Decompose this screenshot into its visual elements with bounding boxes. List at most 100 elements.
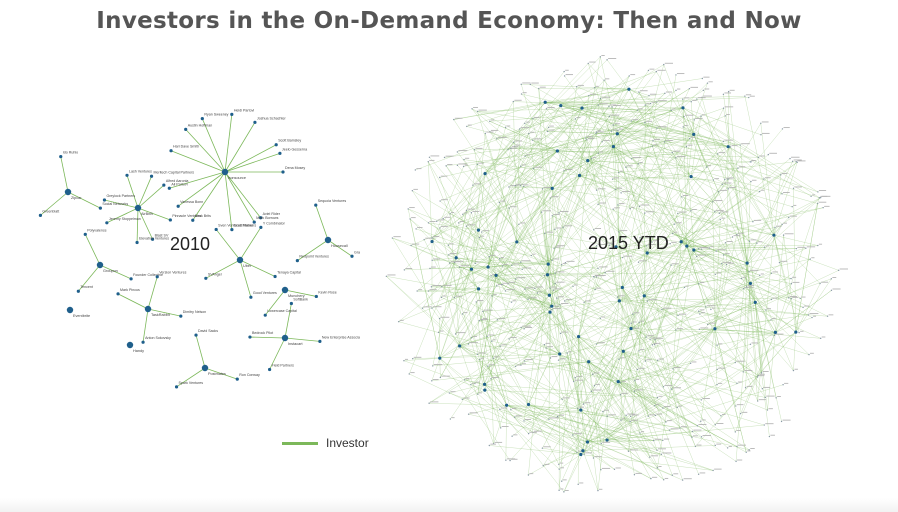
network-edge (523, 186, 617, 248)
network-edge (686, 211, 716, 247)
investor-node (618, 171, 620, 174)
investor-node (431, 380, 433, 382)
investor-node (558, 468, 560, 470)
network-edge (617, 204, 774, 236)
investor-label-mark (658, 395, 663, 397)
investor-node (712, 179, 715, 181)
investor-label-mark (451, 212, 455, 213)
network-edge (548, 263, 651, 340)
investor-label-mark (753, 219, 762, 221)
investor-label-mark (459, 221, 465, 223)
network-edge (615, 246, 804, 308)
network-edge (630, 295, 645, 324)
investor-label-mark (547, 346, 553, 348)
investor-label-mark (657, 100, 667, 102)
network-edge (471, 212, 497, 276)
investor-label-mark (472, 210, 480, 212)
investor-node (479, 358, 481, 361)
network-edge (606, 415, 627, 441)
network-edge (478, 288, 512, 303)
network-edge (699, 329, 776, 333)
network-edge (514, 416, 581, 455)
investor-label-mark (760, 189, 765, 191)
network-edge (681, 241, 794, 371)
network-edge (484, 173, 510, 209)
investor-node (744, 95, 746, 97)
network-edge (459, 336, 488, 347)
company-hub-node (745, 261, 749, 265)
network-edge (297, 239, 329, 261)
network-edge (487, 186, 524, 268)
network-edge (478, 118, 576, 231)
investor-node (681, 479, 684, 481)
network-edge (622, 287, 649, 417)
network-edge (489, 445, 581, 455)
investor-label-mark (703, 76, 710, 78)
network-edge (462, 150, 558, 215)
network-edge (775, 290, 832, 333)
investor-node (649, 102, 652, 105)
network-edge (386, 276, 552, 307)
investor-node (407, 208, 409, 210)
investor-label-mark (525, 287, 534, 289)
network-edge (561, 328, 632, 482)
investor-label-mark (662, 452, 672, 454)
investor-node (249, 295, 253, 299)
investor-label-mark (472, 335, 477, 337)
network-edge (432, 241, 532, 256)
investor-label-mark (514, 99, 522, 101)
investor-node (599, 317, 602, 320)
network-edge (547, 131, 618, 134)
investor-label-mark (697, 254, 707, 256)
investor-node (630, 158, 633, 160)
company-hub-node (126, 341, 134, 349)
network-edge (547, 245, 647, 276)
investor-label-mark (553, 258, 560, 260)
network-edge (428, 252, 648, 404)
investor-node (617, 129, 619, 132)
network-edge (538, 88, 629, 90)
investor-label-mark (724, 106, 734, 108)
investor-node (490, 378, 492, 380)
network-edge (521, 311, 551, 328)
network-edge (528, 357, 551, 405)
network-edge (647, 252, 792, 284)
network-edge (593, 276, 623, 288)
investor-node (608, 115, 611, 118)
network-edge (672, 241, 682, 369)
investor-label-mark (801, 296, 806, 298)
network-edge (714, 234, 738, 329)
investor-node (558, 489, 560, 492)
network-edge (205, 259, 241, 279)
network-edge (106, 207, 139, 224)
network-edge (551, 306, 574, 382)
investor-node (700, 436, 703, 438)
network-edge (699, 329, 776, 333)
network-edge (672, 152, 692, 177)
network-edge (597, 300, 620, 491)
network-edge (554, 229, 632, 329)
network-edge (580, 409, 664, 480)
network-edge (547, 274, 810, 355)
network-edge (428, 287, 623, 404)
investor-node (748, 270, 750, 273)
network-edge (484, 63, 589, 174)
network-edge (459, 345, 494, 444)
network-edge (598, 104, 695, 251)
investor-node (795, 247, 798, 250)
investor-node (427, 222, 430, 224)
investor-node (716, 153, 719, 155)
investor-node (761, 388, 764, 390)
investor-node (554, 282, 556, 285)
network-edge (439, 227, 486, 391)
network-edge (619, 101, 658, 301)
investor-node (634, 380, 636, 382)
investor-node (618, 231, 620, 233)
investor-label-mark (695, 118, 703, 119)
investor-node (454, 333, 457, 335)
investor-label-mark (616, 187, 623, 189)
investor-label-mark (629, 449, 638, 451)
network-edge (484, 389, 565, 493)
investor-node (763, 424, 765, 426)
network-edge (558, 328, 632, 361)
